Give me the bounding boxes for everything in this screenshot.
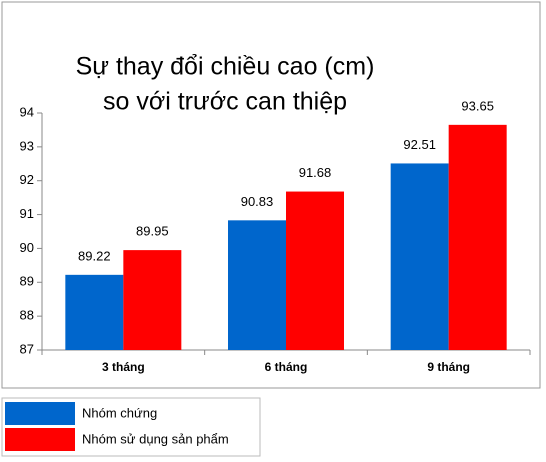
- y-tick-label: 91: [20, 206, 34, 221]
- bar: [286, 191, 344, 350]
- y-tick-label: 90: [20, 240, 34, 255]
- data-label: 91.68: [299, 165, 332, 180]
- data-label: 93.65: [461, 98, 494, 113]
- legend-swatch: [5, 402, 75, 425]
- x-tick-label: 3 tháng: [102, 360, 145, 374]
- data-label: 92.51: [403, 137, 436, 152]
- legend-label: Nhóm sử dụng sản phẩm: [82, 431, 229, 446]
- y-tick-label: 93: [20, 138, 34, 153]
- y-tick-label: 89: [20, 274, 34, 289]
- bar: [448, 124, 507, 350]
- legend-swatch: [5, 428, 75, 451]
- y-tick-label: 92: [20, 172, 34, 187]
- data-label: 89.22: [78, 248, 111, 263]
- y-tick-label: 87: [20, 341, 34, 356]
- y-tick-label: 88: [20, 308, 34, 323]
- bar: [390, 163, 449, 350]
- chart-title: so với trước can thiệp: [103, 88, 347, 116]
- bar: [123, 250, 182, 350]
- bar: [65, 274, 124, 350]
- x-tick-label: 6 tháng: [265, 360, 308, 374]
- chart-title: Sự thay đổi chiều cao (cm): [76, 53, 375, 81]
- y-tick-label: 94: [20, 104, 34, 119]
- data-label: 89.95: [136, 224, 169, 239]
- data-label: 90.83: [241, 194, 274, 209]
- legend-label: Nhóm chứng: [82, 405, 157, 420]
- bar: [228, 220, 286, 350]
- x-tick-label: 9 tháng: [427, 360, 470, 374]
